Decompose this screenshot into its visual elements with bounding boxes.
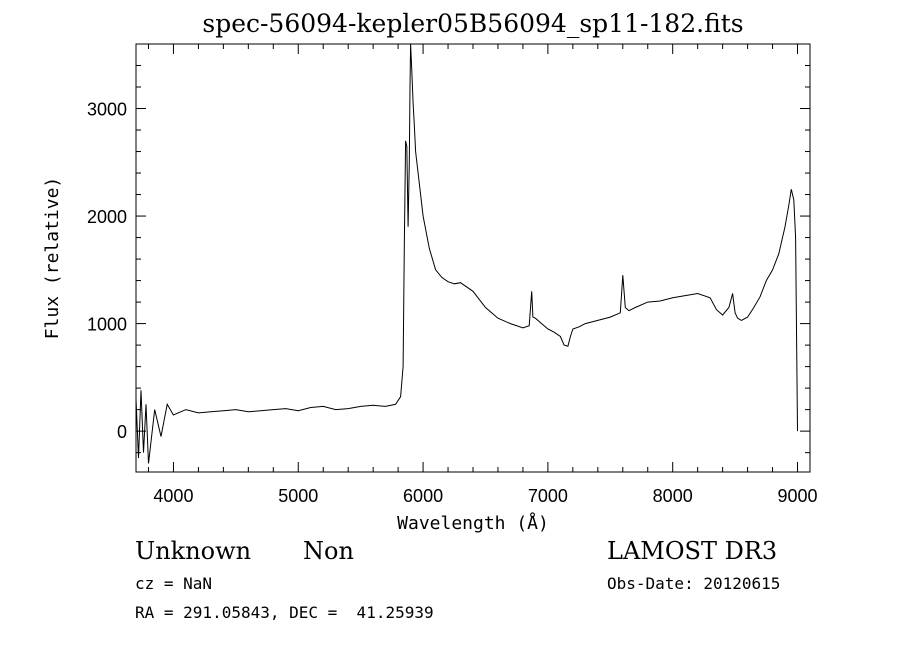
class-label: Unknown bbox=[135, 537, 252, 565]
x-tick-label: 8000 bbox=[653, 486, 693, 506]
obs-date: Obs-Date: 20120615 bbox=[607, 574, 781, 593]
x-tick-label: 4000 bbox=[153, 486, 193, 506]
subclass-label: Non bbox=[303, 537, 354, 565]
y-tick-label: 3000 bbox=[87, 100, 127, 120]
axis-ticks bbox=[136, 44, 810, 472]
x-tick-label: 6000 bbox=[403, 486, 443, 506]
chart-title: spec-56094-kepler05B56094_sp11-182.fits bbox=[202, 9, 743, 38]
survey-label: LAMOST DR3 bbox=[607, 537, 778, 565]
spectrum-line bbox=[135, 43, 798, 464]
x-tick-label: 7000 bbox=[528, 486, 568, 506]
cz-value: cz = NaN bbox=[135, 574, 213, 593]
x-axis-label: Wavelength (Å) bbox=[397, 512, 549, 534]
coordinates: RA = 291.05843, DEC = 41.25939 bbox=[135, 603, 434, 622]
x-tick-label: 5000 bbox=[278, 486, 318, 506]
x-tick-label: 9000 bbox=[777, 486, 817, 506]
plot-frame bbox=[135, 43, 811, 473]
y-tick-label: 2000 bbox=[87, 207, 127, 227]
y-axis-label: Flux (relative) bbox=[42, 177, 63, 340]
axis-tick-labels: 4000 5000 6000 7000 8000 9000 0 1000 2000 3000 bbox=[87, 100, 818, 506]
y-tick-label: 1000 bbox=[87, 315, 127, 335]
y-tick-label: 0 bbox=[117, 422, 127, 442]
